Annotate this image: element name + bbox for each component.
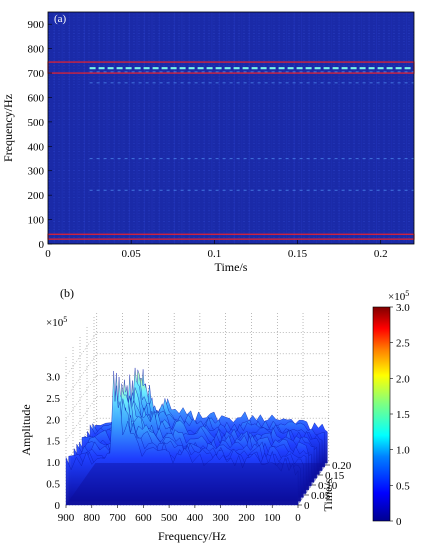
amplitude-tick-label: 0.5 — [46, 479, 60, 491]
x-axis-label-a: Time/s — [215, 260, 248, 274]
amplitude-axis-label: Amplitude — [19, 404, 33, 455]
y-tick-label: 300 — [28, 166, 45, 178]
amplitude-tick-label: 1.5 — [46, 436, 60, 448]
axes-3d: 900 800 700 600 500 400 300 200 100 000.51.01.52.… — [46, 371, 352, 524]
x-axis-ticks: 0 0.05 0.1 0.15 0.2 — [45, 240, 388, 260]
spectrum-slice — [65, 370, 299, 506]
y-tick-label: 400 — [28, 141, 45, 153]
frequency-tick-label: 600 — [135, 512, 152, 524]
colorbar-gradient — [372, 306, 391, 522]
x-tick-label: 0.2 — [374, 248, 388, 260]
y-axis-ticks: 0 100 200 300 400 500 600 700 800 900 — [28, 19, 52, 251]
amplitude-multiplier: ×105 — [46, 315, 67, 329]
surface-floor — [66, 463, 328, 505]
x-tick-label: 0.1 — [207, 248, 221, 260]
panel-label-a: (a) — [54, 13, 67, 25]
colorbar-tick-label: 2.0 — [396, 373, 410, 385]
colorbar-tick-label: 0 — [396, 516, 402, 528]
y-tick-label: 0 — [39, 239, 45, 251]
colorbar-tick-label: 1.0 — [396, 445, 410, 457]
time-tick-label: 0.05 — [311, 490, 331, 502]
y-tick-label: 200 — [28, 190, 45, 202]
x-tick-label: 0.15 — [288, 248, 308, 260]
frequency-tick-label: 400 — [187, 512, 204, 524]
frequency-axis-label: Frequency/Hz — [158, 529, 226, 543]
y-tick-label: 800 — [28, 44, 45, 56]
y-tick-label: 700 — [28, 68, 45, 80]
time-tick-label: 0 — [304, 500, 310, 512]
y-axis-label-a: Frequency/Hz — [1, 94, 15, 162]
amplitude-tick-label: 0 — [55, 500, 61, 512]
y-tick-label: 100 — [28, 215, 45, 227]
y-tick-label: 600 — [28, 92, 45, 104]
time-tick-label: 0.15 — [325, 470, 345, 482]
colorbar-tick-label: 0.5 — [396, 480, 410, 492]
x-tick-label: 0 — [45, 248, 51, 260]
grid-line — [65, 332, 98, 377]
waterfall-panel: 900 800 700 600 500 400 300 200 100 000.51.01.52.… — [19, 286, 352, 543]
spectrogram-lines — [48, 12, 414, 244]
colorbar-multiplier: ×105 — [388, 289, 409, 303]
spectrogram-panel: 0 100 200 300 400 500 600 700 800 900 0 0.05 0.1 0.1… — [1, 11, 415, 274]
x-tick-label: 0.05 — [122, 248, 142, 260]
spectrum-surface — [65, 367, 328, 506]
y-tick-label: 900 — [28, 19, 45, 31]
frequency-tick-label: 300 — [212, 512, 229, 524]
time-axis-label: Time/s — [321, 478, 335, 511]
amplitude-tick-label: 3.0 — [46, 371, 60, 383]
grid-line — [65, 375, 98, 420]
amplitude-tick-label: 2.5 — [46, 393, 60, 405]
colorbar-ticks: 0 0.5 1.0 1.5 2.0 2.5 3.0 — [390, 302, 410, 528]
frequency-tick-label: 100 — [264, 512, 281, 524]
colorbar-tick-label: 3.0 — [396, 302, 410, 314]
frequency-tick-label: 800 — [84, 512, 101, 524]
amplitude-tick-label: 1.0 — [46, 457, 60, 469]
colorbar: 0 0.5 1.0 1.5 2.0 2.5 3.0 ×105 — [372, 289, 410, 528]
colorbar-tick-label: 1.5 — [396, 409, 410, 421]
spectrogram-background — [48, 12, 414, 244]
amplitude-tick-label: 2.0 — [46, 414, 60, 426]
y-tick-label: 500 — [28, 117, 45, 129]
panel-label-b: (b) — [60, 286, 74, 300]
time-tick-label: 0.10 — [318, 480, 338, 492]
frequency-tick-label: 200 — [238, 512, 255, 524]
grid-line — [65, 353, 98, 399]
time-tick-label: 0.20 — [332, 460, 352, 472]
colorbar-tick-label: 2.5 — [396, 338, 410, 350]
frequency-tick-label: 900 — [58, 512, 75, 524]
frequency-tick-label: 500 — [161, 512, 178, 524]
spectrogram-frame — [47, 11, 415, 245]
frequency-tick-label: 700 — [109, 512, 126, 524]
frequency-tick-label: 0 — [295, 512, 301, 524]
